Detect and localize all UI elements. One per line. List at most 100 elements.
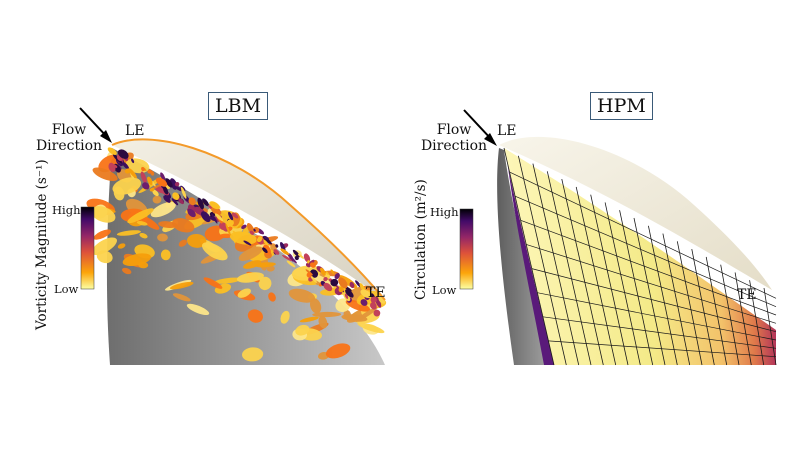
vortex-core: [172, 192, 180, 200]
hpm-flow-label-line2: Direction: [420, 138, 488, 154]
vortex-blob: [202, 242, 228, 261]
vortex-core: [160, 172, 166, 181]
hpm-flow-arrow: [463, 109, 493, 141]
vortex-core: [286, 260, 296, 268]
lbm-flow-label: Flow Direction: [33, 122, 105, 154]
vortex-blob: [139, 215, 160, 230]
vortex-blob: [178, 239, 188, 247]
vortex-core: [209, 201, 220, 210]
vortex-core: [140, 171, 147, 184]
vortex-core: [310, 275, 317, 283]
vortex-core: [349, 281, 355, 289]
mesh-cross-line: [526, 244, 777, 324]
vortex-core: [249, 230, 255, 235]
vortex-core: [174, 181, 180, 187]
vortex-core: [360, 289, 372, 298]
mesh-line: [503, 147, 555, 366]
vortex-core: [220, 223, 228, 232]
vortex-blob: [91, 237, 117, 255]
vortex-core: [323, 282, 333, 292]
vortex-core: [180, 186, 187, 199]
vortex-blob: [187, 233, 207, 248]
vortex-core: [306, 272, 312, 278]
vortex-blob: [268, 292, 276, 302]
vortex-core: [107, 147, 117, 155]
vortex-core: [141, 167, 145, 172]
vortex-core: [330, 269, 335, 275]
vortex-core: [320, 267, 326, 276]
vortex-core: [280, 248, 290, 256]
hpm-te-label: TE: [737, 287, 757, 303]
vortex-core: [325, 271, 329, 275]
vortex-core: [330, 278, 339, 287]
hpm-flow-label: Flow Direction: [418, 122, 490, 154]
vortex-blob: [116, 230, 141, 236]
vortex-core: [287, 254, 297, 264]
vortex-core: [344, 293, 349, 299]
vortex-core: [373, 309, 381, 317]
mesh-cross-line: [548, 340, 777, 358]
vortex-core: [202, 198, 209, 207]
mesh-line: [532, 163, 580, 366]
vortex-blob: [243, 260, 262, 269]
hpm-title: HPM: [590, 92, 653, 120]
vortex-blob: [355, 306, 378, 322]
lbm-flow-label-line1: Flow: [51, 122, 87, 138]
mesh-cross-line: [509, 171, 777, 299]
vortex-blob: [345, 299, 371, 312]
vortex-blob: [213, 277, 242, 284]
vortex-core: [241, 224, 247, 229]
vortex-core: [334, 273, 340, 280]
lbm-colorbar-title: Vorticity Magnitude (s⁻¹): [34, 159, 50, 330]
vortex-blob: [186, 303, 210, 315]
hpm-wing-surface: [499, 136, 772, 290]
vortex-core: [147, 169, 152, 174]
hpm-visualization: [459, 109, 777, 366]
vortex-core: [370, 302, 377, 310]
mesh-line: [705, 256, 728, 366]
vortex-core: [231, 212, 239, 219]
mesh-line: [619, 210, 654, 366]
mesh-line: [575, 186, 617, 366]
vortex-blob: [93, 229, 111, 240]
mesh-cross-line: [542, 316, 777, 349]
vortex-blob: [247, 309, 263, 323]
mesh-line: [763, 287, 777, 366]
lbm-te-label: TE: [366, 285, 386, 301]
mesh-cross-line: [520, 219, 777, 316]
lbm-wing-edge-vortex: [111, 138, 386, 301]
mesh-line: [749, 280, 765, 366]
vortex-core: [121, 161, 130, 170]
lbm-vortex-isosurfaces: [86, 138, 387, 362]
vortex-core: [228, 211, 234, 221]
vortex-core: [243, 240, 252, 246]
lbm-panel: LBM Flow Direction LE TE Vorticity Magni…: [33, 92, 387, 365]
lbm-flow-label-line2: Direction: [35, 138, 103, 154]
hpm-colorbar-low: Low: [432, 283, 457, 297]
mesh-line: [546, 171, 592, 366]
vortex-core: [112, 164, 118, 168]
vortex-core: [211, 213, 218, 224]
vortex-core: [273, 249, 280, 255]
vortex-core: [308, 259, 315, 266]
vortex-core: [226, 219, 234, 227]
vortex-blob: [152, 195, 162, 204]
vortex-core: [155, 177, 168, 187]
vortex-core: [303, 253, 311, 263]
mesh-line: [518, 155, 567, 366]
hpm-wake-sheet: [504, 148, 776, 365]
vortex-core: [165, 178, 173, 188]
hpm-wing-body: [497, 148, 554, 365]
vortex-core: [253, 226, 260, 234]
vortex-core: [275, 244, 279, 248]
vortex-blob: [172, 218, 195, 233]
vortex-blob: [169, 281, 194, 290]
vortex-core: [188, 197, 196, 206]
vortex-core: [149, 187, 155, 192]
vortex-blob: [288, 288, 316, 303]
mesh-line: [590, 194, 629, 366]
vortex-core: [117, 149, 129, 159]
hpm-panel-mesh: [503, 147, 777, 366]
vortex-core: [214, 213, 224, 222]
vortex-blob: [236, 272, 264, 283]
